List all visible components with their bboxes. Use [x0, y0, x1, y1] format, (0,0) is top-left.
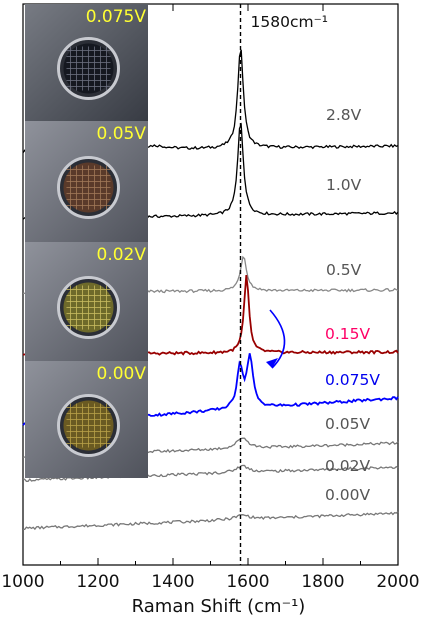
x-tick-label: 2000: [376, 572, 419, 592]
x-tick-label: 1200: [76, 572, 119, 592]
photo-voltage-label: 0.00V: [97, 364, 147, 384]
photo-voltage-label: 0.05V: [97, 124, 147, 144]
series-label-0.15V: 0.15V: [325, 325, 371, 343]
inset-photo-0.05V: 0.05V: [25, 121, 148, 242]
photo-voltage-label: 0.02V: [97, 245, 147, 265]
transition-arrowhead: [266, 358, 278, 368]
series-label-0.05V: 0.05V: [325, 415, 371, 433]
series-label-0.00V: 0.00V: [325, 486, 371, 504]
inset-photo-0.00V: 0.00V: [25, 361, 148, 478]
x-tick-label: 1600: [226, 572, 269, 592]
series-label-0.075V: 0.075V: [325, 371, 380, 389]
series-label-2.8V: 2.8V: [326, 106, 362, 124]
x-tick-label: 1800: [301, 572, 344, 592]
series-label-1.0V: 1.0V: [326, 176, 362, 194]
photo-voltage-label: 0.075V: [86, 7, 147, 27]
peak-reference-label: 1580cm⁻¹: [251, 13, 328, 31]
inset-photo-0.02V: 0.02V: [25, 242, 148, 361]
x-axis-title: Raman Shift (cm⁻¹): [132, 596, 306, 617]
inset-photo-0.075V: 0.075V: [25, 4, 148, 121]
series-label-0.5V: 0.5V: [326, 261, 362, 279]
series-label-0.02V: 0.02V: [325, 457, 371, 475]
series-line-0.00V: [23, 511, 399, 531]
x-tick-label: 1400: [151, 572, 194, 592]
x-tick-label: 1000: [1, 572, 44, 592]
transition-arrow: [269, 309, 286, 369]
